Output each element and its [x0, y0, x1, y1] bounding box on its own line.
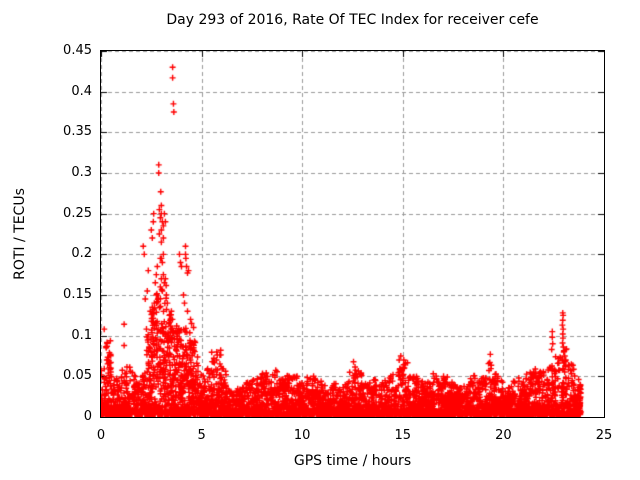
- y-tick-label: 0.15: [63, 287, 92, 302]
- y-tick-label: 0.1: [71, 327, 92, 343]
- y-tick-label: 0.3: [71, 165, 92, 180]
- y-tick-label: 0.05: [63, 368, 92, 384]
- x-tick-label: 25: [595, 428, 613, 443]
- plot-area: [100, 50, 605, 418]
- y-axis-label: ROTI / TECUs: [12, 188, 28, 280]
- y-tick-label: 0.4: [71, 83, 92, 99]
- y-tick-label: 0.25: [63, 205, 92, 221]
- x-tick-label: 0: [96, 428, 106, 443]
- y-tick-label: 0.45: [63, 43, 92, 58]
- x-tick-label: 5: [197, 428, 206, 443]
- x-tick-label: 10: [293, 428, 311, 443]
- x-tick-label: 15: [394, 428, 412, 443]
- y-tick-label: 0: [83, 409, 92, 424]
- x-tick-label: 20: [495, 428, 512, 443]
- x-axis-label: GPS time / hours: [293, 453, 412, 469]
- y-tick-label: 0.35: [63, 124, 92, 140]
- y-tick-label: 0.2: [71, 246, 92, 262]
- chart-title: Day 293 of 2016, Rate Of TEC Index for r…: [166, 12, 539, 28]
- scatter-canvas: [101, 51, 604, 417]
